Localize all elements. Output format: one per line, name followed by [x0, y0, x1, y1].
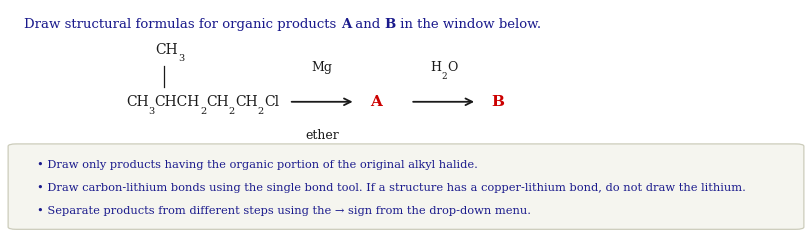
Text: 3: 3	[178, 54, 184, 63]
Text: Draw structural formulas for organic products: Draw structural formulas for organic pro…	[24, 18, 341, 31]
Text: 2: 2	[229, 107, 235, 116]
Text: • Draw carbon-lithium bonds using the single bond tool. If a structure has a cop: • Draw carbon-lithium bonds using the si…	[36, 183, 744, 193]
Text: 2: 2	[440, 72, 446, 81]
Text: • Draw only products having the organic portion of the original alkyl halide.: • Draw only products having the organic …	[36, 160, 477, 170]
Text: CH: CH	[126, 95, 148, 109]
Text: CH: CH	[206, 95, 229, 109]
Text: 2: 2	[200, 107, 206, 116]
Text: Mg: Mg	[311, 61, 333, 74]
Text: • Separate products from different steps using the → sign from the drop-down men: • Separate products from different steps…	[36, 206, 530, 216]
Text: ether: ether	[305, 129, 339, 142]
FancyBboxPatch shape	[8, 144, 803, 229]
Text: CH: CH	[155, 43, 178, 57]
Text: Cl: Cl	[264, 95, 279, 109]
Text: and: and	[350, 18, 384, 31]
Text: B: B	[491, 95, 504, 109]
Text: O: O	[446, 61, 457, 74]
Text: 2: 2	[257, 107, 264, 116]
Text: A: A	[370, 95, 381, 109]
Text: A: A	[341, 18, 350, 31]
Text: CH: CH	[235, 95, 257, 109]
Text: B: B	[384, 18, 396, 31]
Text: 3: 3	[148, 107, 155, 116]
Text: in the window below.: in the window below.	[396, 18, 540, 31]
Text: CHCH: CHCH	[155, 95, 200, 109]
Text: H: H	[430, 61, 440, 74]
